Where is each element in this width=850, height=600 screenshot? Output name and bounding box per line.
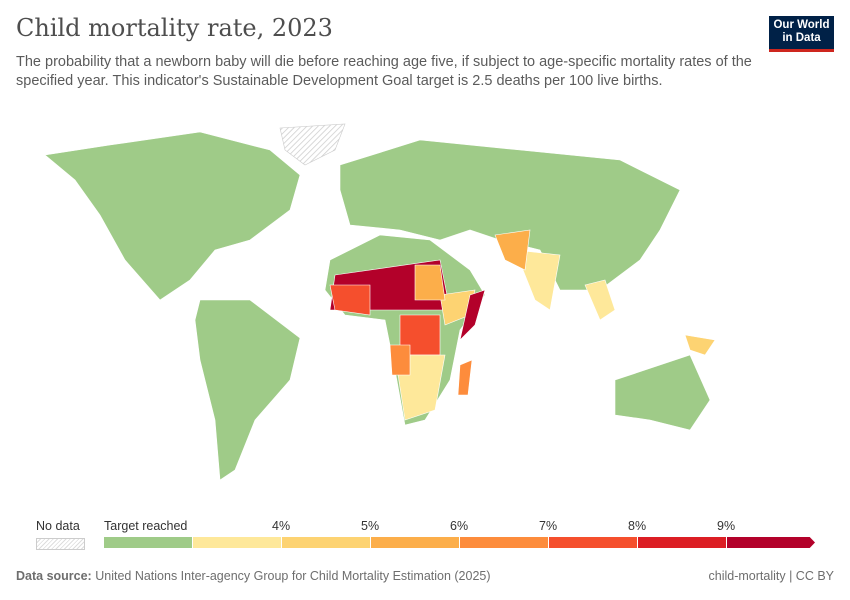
somalia [459, 289, 486, 341]
legend-bin[interactable] [549, 537, 637, 548]
chart-subtitle: The probability that a newborn baby will… [16, 54, 752, 89]
legend-bin-label: Target reached [104, 519, 188, 533]
legend-bin[interactable] [371, 537, 459, 548]
greenland [279, 123, 346, 166]
australia [614, 354, 711, 431]
world-map [44, 123, 716, 481]
south-america [194, 299, 301, 481]
legend-bin[interactable] [104, 537, 192, 548]
legend-bin-label: 5% [361, 519, 380, 533]
legend-bin[interactable] [460, 537, 548, 548]
legend-bin[interactable] [282, 537, 370, 548]
legend-bin[interactable] [193, 537, 281, 548]
owid-logo[interactable]: Our World in Data [769, 16, 834, 52]
southeast-asia [584, 279, 616, 321]
north-america [44, 131, 301, 301]
legend-bin[interactable] [727, 537, 815, 548]
license[interactable]: child-mortality | CC BY [708, 569, 835, 583]
south-asia [514, 249, 561, 311]
legend-bin[interactable] [638, 537, 726, 548]
madagascar [457, 359, 473, 396]
legend-bin-label: 6% [450, 519, 469, 533]
chart-title: Child mortality rate, 2023 [16, 14, 333, 42]
legend-no-data-swatch [36, 538, 85, 550]
west-africa [329, 284, 371, 316]
eurasia [339, 139, 681, 291]
legend-bin-label: 4% [272, 519, 291, 533]
data-source: Data source: United Nations Inter-agency… [16, 569, 491, 583]
new-guinea [684, 334, 716, 356]
angola [389, 344, 411, 376]
afghanistan-pakistan [494, 229, 531, 271]
legend-bin-label: 9% [717, 519, 736, 533]
sudan [414, 264, 446, 301]
legend-no-data-label: No data [36, 519, 80, 533]
legend-bin-label: 8% [628, 519, 647, 533]
legend-bin-label: 7% [539, 519, 558, 533]
